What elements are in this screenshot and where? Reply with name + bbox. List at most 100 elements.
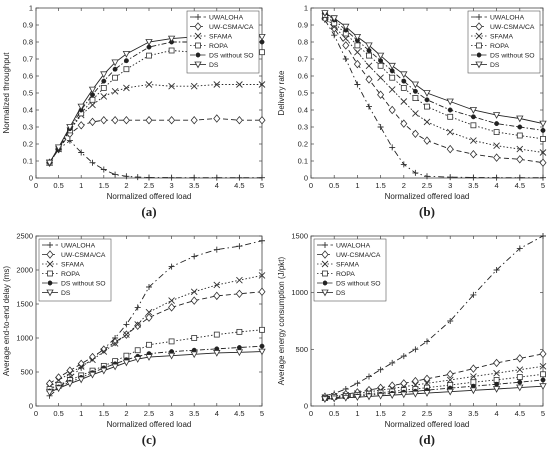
legend-marker: [194, 22, 202, 31]
data-point: [168, 115, 176, 125]
data-point: [377, 90, 385, 99]
y-tick-label: 0.8: [298, 38, 308, 47]
data-point: [88, 371, 97, 379]
data-point: [235, 289, 243, 299]
data-point: [213, 114, 221, 123]
legend-label: ROPA: [61, 271, 80, 278]
legend-label: SFAMA: [490, 34, 514, 41]
data-point: [321, 396, 329, 404]
data-point: [259, 326, 265, 333]
data-point: [423, 118, 431, 126]
x-tick-label: 1.5: [375, 181, 385, 190]
data-point: [145, 354, 153, 361]
data-point: [492, 112, 501, 119]
data-point: [365, 75, 373, 84]
data-point: [376, 392, 385, 400]
data-point: [123, 66, 130, 73]
y-tick-label: 1500: [291, 232, 308, 241]
x-tick-label: 4.5: [515, 181, 525, 190]
data-point: [145, 39, 153, 46]
data-point: [446, 388, 454, 396]
x-tick-label: 0.5: [53, 409, 63, 418]
data-point: [77, 359, 85, 369]
x-tick-label: 2.5: [144, 181, 154, 190]
legend-label: UW-CSMA/CA: [209, 24, 254, 31]
data-point: [400, 85, 407, 91]
data-point: [377, 62, 384, 69]
data-point: [366, 103, 372, 110]
y-tick-label: 0.9: [298, 21, 308, 30]
y-tick-label: 1500: [16, 300, 33, 309]
data-point: [78, 149, 85, 156]
legend-label: UWALOHA: [209, 15, 244, 22]
data-point: [45, 159, 54, 167]
data-point: [516, 145, 524, 153]
data-point: [146, 341, 152, 348]
data-point: [123, 331, 130, 338]
x-axis-label: Normalized offered load: [385, 192, 470, 201]
legend-label: UW-CSMA/CA: [490, 24, 535, 31]
y-tick-label: 1: [304, 4, 308, 13]
data-point: [446, 128, 454, 136]
data-point: [366, 373, 372, 380]
legend-label: DS without SO: [336, 281, 381, 288]
data-point: [111, 115, 119, 125]
x-tick-label: 2: [124, 181, 128, 190]
data-point: [494, 121, 500, 127]
data-point: [354, 42, 361, 49]
data-point: [134, 304, 141, 311]
data-point: [54, 144, 63, 152]
y-tick-label: 0.1: [298, 157, 308, 166]
data-point: [493, 377, 500, 383]
data-point: [259, 237, 265, 244]
data-point: [353, 59, 361, 69]
data-point: [101, 78, 107, 84]
data-point: [423, 390, 431, 397]
legend-entry: UWALOHA: [42, 242, 96, 250]
data-point: [424, 97, 430, 103]
chart-panel-3: 0 0.5 1 1.5 2 2.5 3 3.5 4 4.5 5 0 500 1000 1500 2000 250…: [2, 232, 266, 447]
x-tick-label: 3: [448, 409, 452, 418]
data-point: [235, 349, 244, 357]
y-tick-label: 0.2: [298, 140, 308, 149]
x-tick-label: 2.5: [422, 409, 432, 418]
legend-entry: DS without SO: [317, 281, 381, 288]
data-point: [122, 115, 130, 125]
x-tick-label: 0: [34, 409, 38, 418]
x-tick-label: 4.5: [234, 409, 244, 418]
data-point: [493, 174, 500, 181]
data-point: [190, 296, 198, 305]
data-point: [100, 85, 107, 91]
series-line: [324, 365, 544, 398]
data-point: [400, 119, 408, 128]
data-point: [88, 86, 97, 94]
data-point: [354, 48, 361, 56]
chart-panel-2: 0 0.5 1 1.5 2 2.5 3 3.5 4 4.5 5 0 0.1 0.2 0.3 0.4 0.5 0.6…: [277, 4, 547, 219]
data-point: [401, 78, 407, 84]
data-point: [213, 331, 220, 338]
data-point: [213, 81, 221, 88]
data-point: [321, 10, 329, 17]
y-tick-label: 0: [304, 402, 308, 411]
legend-label: DS without SO: [209, 53, 254, 60]
x-tick-label: 0.5: [329, 409, 339, 418]
legend-label: UWALOHA: [336, 243, 371, 250]
y-tick-label: 0.6: [298, 72, 308, 81]
x-tick-label: 0.5: [329, 181, 339, 190]
data-point: [412, 346, 419, 353]
y-tick-label: 0.3: [298, 123, 308, 132]
legend-marker: [46, 250, 54, 259]
data-point: [89, 159, 96, 166]
x-tick-label: 4.5: [234, 181, 244, 190]
data-point: [516, 155, 524, 164]
data-point: [424, 103, 430, 110]
legend-label: DS without SO: [490, 53, 535, 60]
data-point: [77, 121, 85, 130]
y-axis-label: Average energy consumption (J/pkt): [277, 256, 286, 385]
x-tick-label: 5: [260, 409, 264, 418]
legend-entry: ROPA: [190, 42, 228, 50]
x-tick-label: 0: [309, 181, 313, 190]
data-point: [493, 142, 500, 150]
data-point: [539, 158, 547, 167]
data-point: [191, 335, 198, 341]
